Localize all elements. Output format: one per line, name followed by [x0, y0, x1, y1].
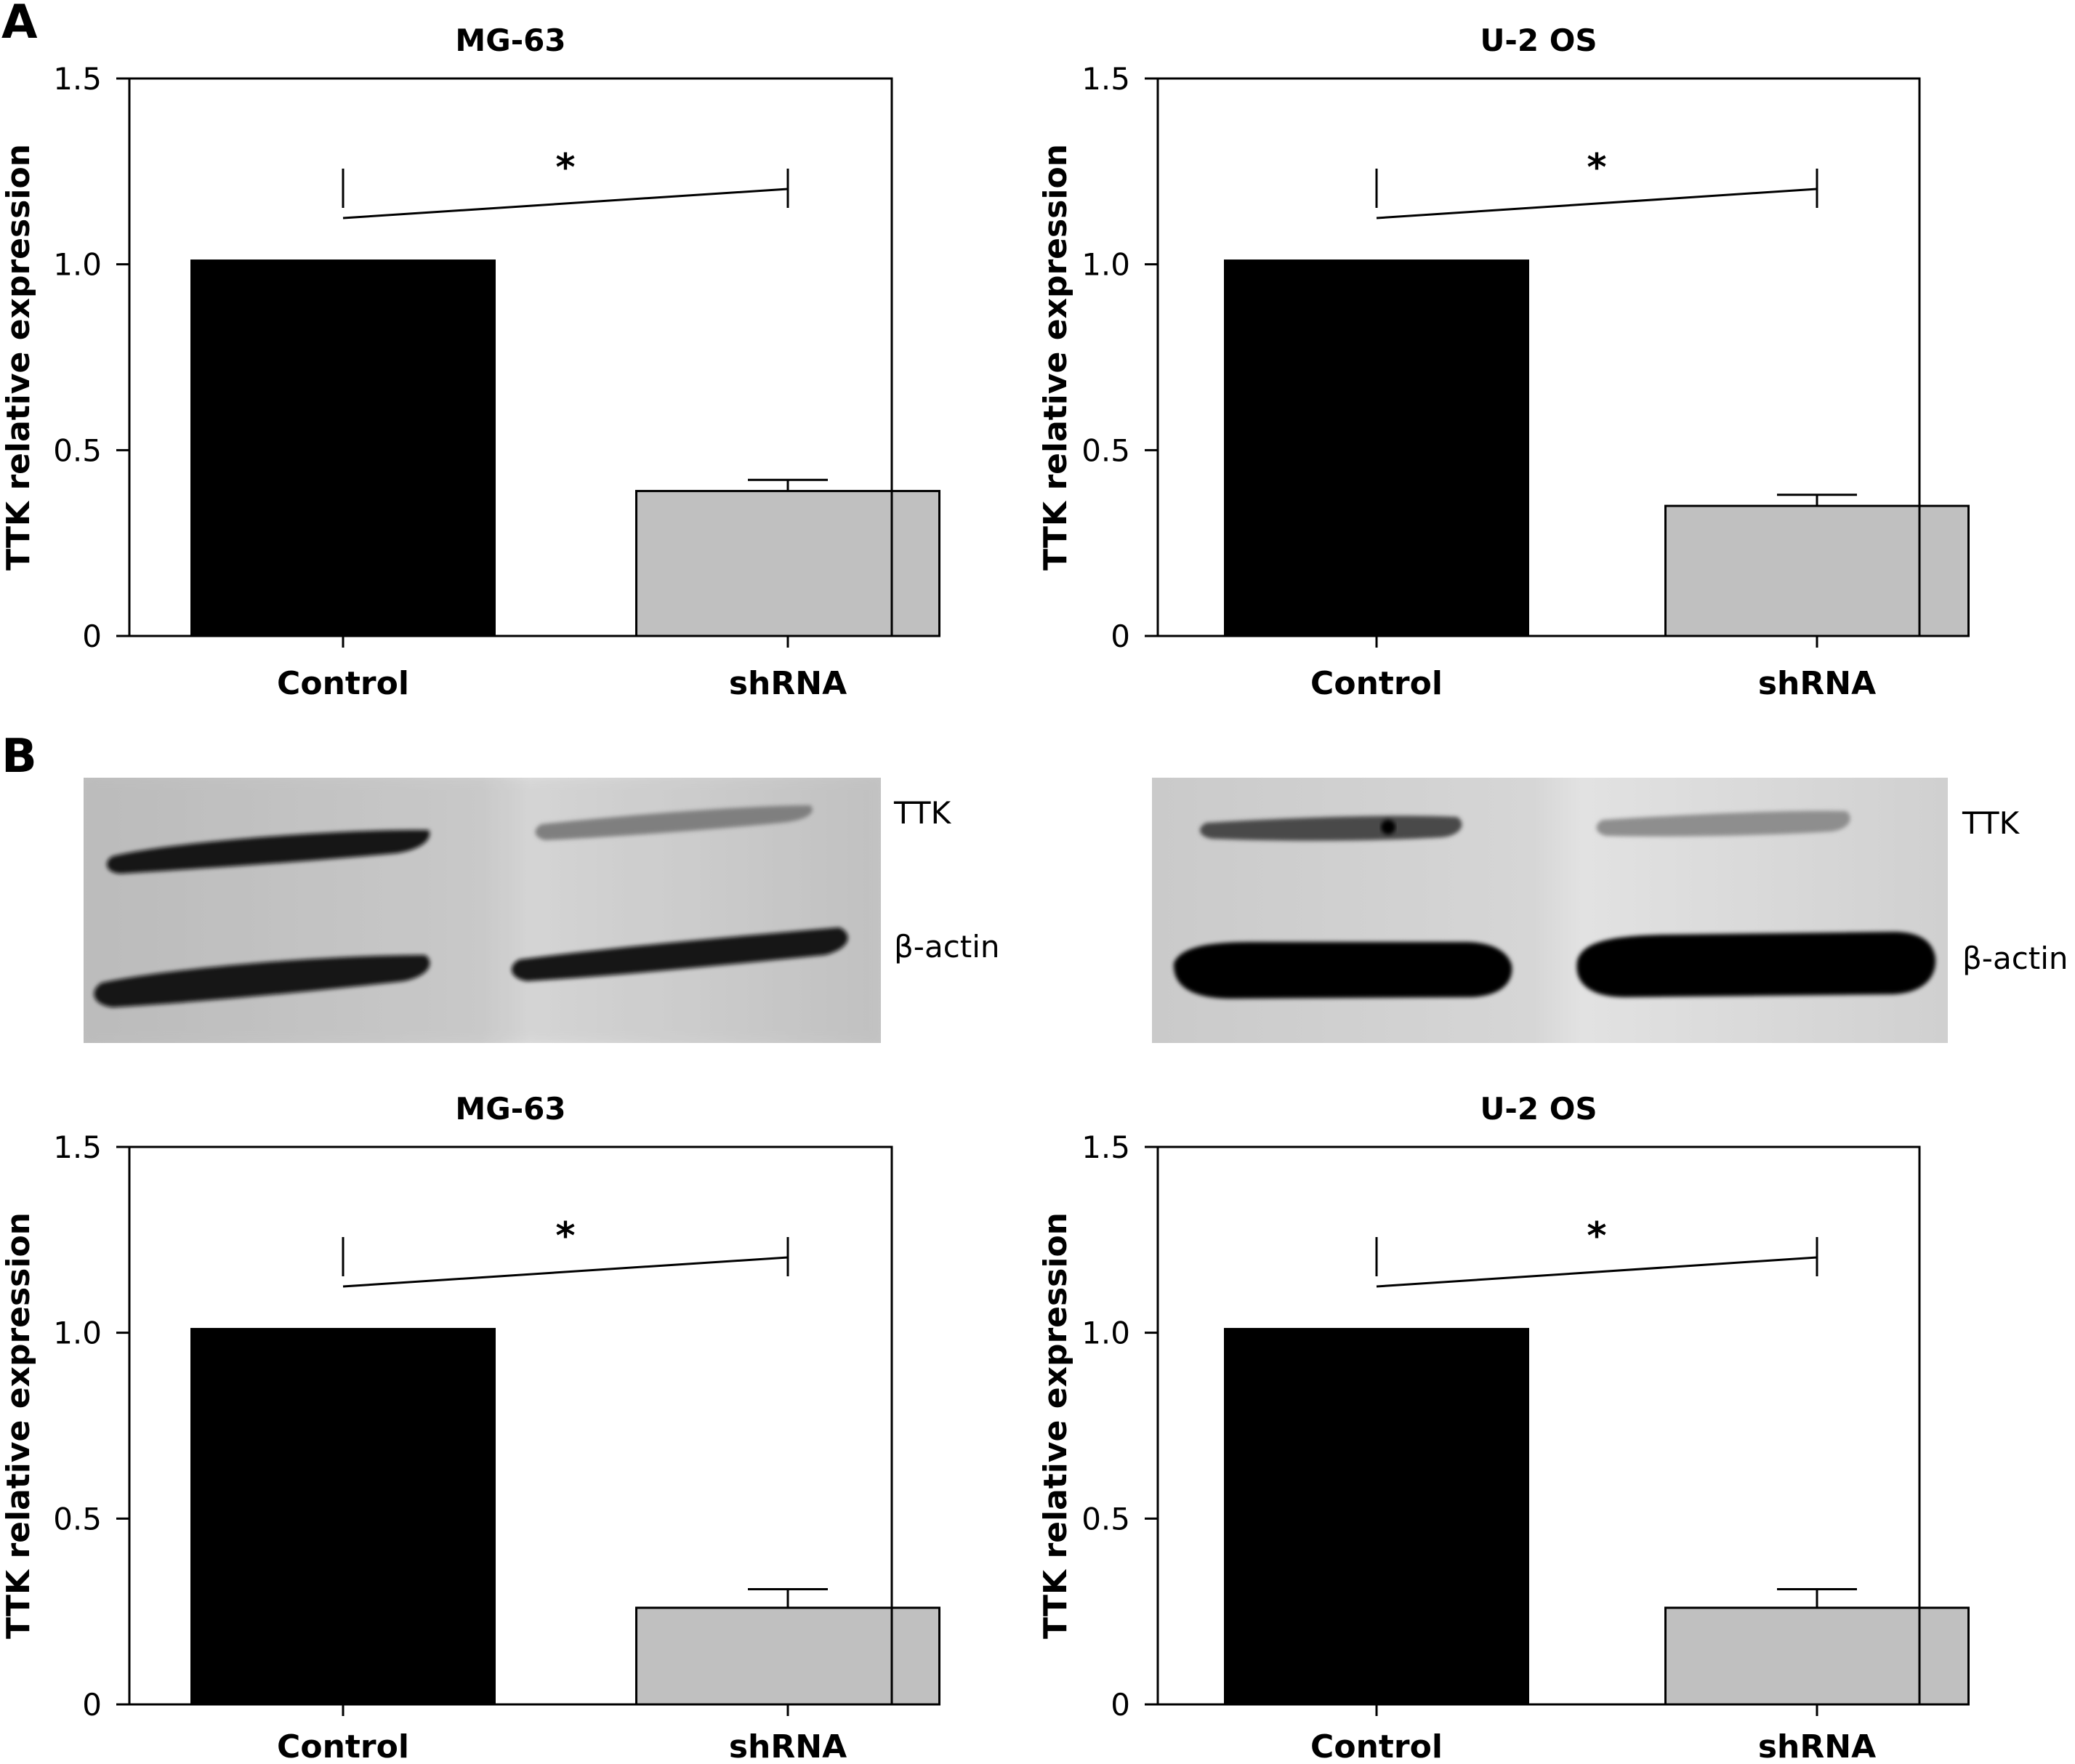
blot-band-ttk-control: [106, 829, 430, 874]
y-tick-label: 1.5: [53, 61, 102, 97]
blot-label-actin-u2os: β-actin: [1962, 941, 2068, 976]
plot-frame: [128, 77, 893, 637]
plot-frame: [1156, 1145, 1921, 1706]
bar-control: [1224, 1328, 1529, 1706]
western-blot-mg63: [84, 778, 881, 1043]
y-tick-label: 1.5: [1081, 61, 1130, 97]
x-tick-label: shRNA: [729, 665, 847, 702]
bar-shrna: [635, 490, 940, 637]
bar-chart-u2os-a: U-2 OS TTK relative expression Control shRN…: [1037, 23, 1970, 702]
bar-control: [190, 1328, 496, 1706]
significance-marker: *: [555, 1215, 575, 1258]
blot-band-actin-shrna: [511, 927, 848, 981]
plot-frame: [128, 1145, 893, 1706]
bar-shrna: [1664, 504, 1970, 637]
y-tick-label: 0.5: [53, 432, 102, 468]
y-axis-label: TTK relative expression: [1037, 1212, 1074, 1639]
blot-label-actin-mg63: β-actin: [894, 929, 1000, 964]
y-tick-label: 0: [1111, 1687, 1130, 1723]
blot-band-ttk-shrna: [535, 805, 813, 840]
x-tick-label: Control: [277, 665, 409, 702]
y-tick-label: 0: [1111, 619, 1130, 654]
chart-title: MG-63: [455, 23, 565, 58]
bar-control: [190, 259, 496, 637]
chart-title: MG-63: [455, 1091, 565, 1127]
significance-bracket: [1376, 1256, 1818, 1288]
significance-marker: *: [1587, 1215, 1606, 1258]
chart-title: U-2 OS: [1480, 1091, 1597, 1127]
y-tick-label: 1.0: [1081, 247, 1130, 283]
significance-bracket: [1376, 188, 1818, 220]
western-blot-u2os: [1152, 778, 1948, 1043]
x-tick-label: shRNA: [1758, 665, 1876, 702]
y-axis-label: TTK relative expression: [1037, 144, 1074, 571]
x-tick-label: Control: [277, 1728, 409, 1764]
blot-band-actin-control-u2os: [1173, 942, 1512, 999]
y-tick-label: 1.0: [1081, 1316, 1130, 1351]
panel-label-b: B: [1, 730, 37, 784]
y-tick-label: 1.5: [53, 1129, 102, 1165]
bar-control: [1224, 259, 1529, 637]
x-tick-label: shRNA: [1758, 1728, 1876, 1764]
blot-label-ttk-mg63: TTK: [894, 795, 951, 831]
significance-bracket: [342, 1256, 789, 1288]
y-tick-label: 0: [82, 1687, 102, 1723]
blot-spot: [1381, 820, 1395, 834]
y-tick-label: 1.5: [1081, 1129, 1130, 1165]
blot-label-ttk-u2os: TTK: [1962, 805, 2020, 841]
y-axis-label: TTK relative expression: [0, 1212, 37, 1639]
y-tick-label: 0.5: [1081, 432, 1130, 468]
plot-frame: [1156, 77, 1921, 637]
blot-band-ttk-shrna-u2os: [1596, 810, 1850, 837]
bar-chart-u2os-b: U-2 OS TTK relative expression Control shRN…: [1037, 1091, 1970, 1764]
y-tick-label: 0.5: [1081, 1501, 1130, 1537]
significance-marker: *: [555, 146, 575, 190]
y-tick-label: 0: [82, 619, 102, 654]
y-axis-label: TTK relative expression: [0, 144, 37, 571]
blot-band-ttk-control-u2os: [1199, 815, 1462, 841]
significance-marker: *: [1587, 146, 1606, 190]
significance-bracket: [342, 188, 789, 220]
chart-title: U-2 OS: [1480, 23, 1597, 58]
bar-shrna: [635, 1606, 940, 1706]
x-tick-label: Control: [1310, 665, 1443, 702]
panel-label-a: A: [1, 0, 38, 49]
blot-band-actin-control: [94, 955, 430, 1007]
y-tick-label: 1.0: [53, 247, 102, 283]
x-tick-label: shRNA: [729, 1728, 847, 1764]
bar-chart-mg63-a: MG-63 TTK relative expression Control shRNA…: [0, 23, 940, 702]
bar-shrna: [1664, 1606, 1970, 1706]
y-tick-label: 1.0: [53, 1316, 102, 1351]
bar-chart-mg63-b: MG-63 TTK relative expression Control shRNA…: [0, 1091, 940, 1764]
x-tick-label: Control: [1310, 1728, 1443, 1764]
blot-band-actin-shrna-u2os: [1576, 932, 1936, 997]
y-tick-label: 0.5: [53, 1501, 102, 1537]
